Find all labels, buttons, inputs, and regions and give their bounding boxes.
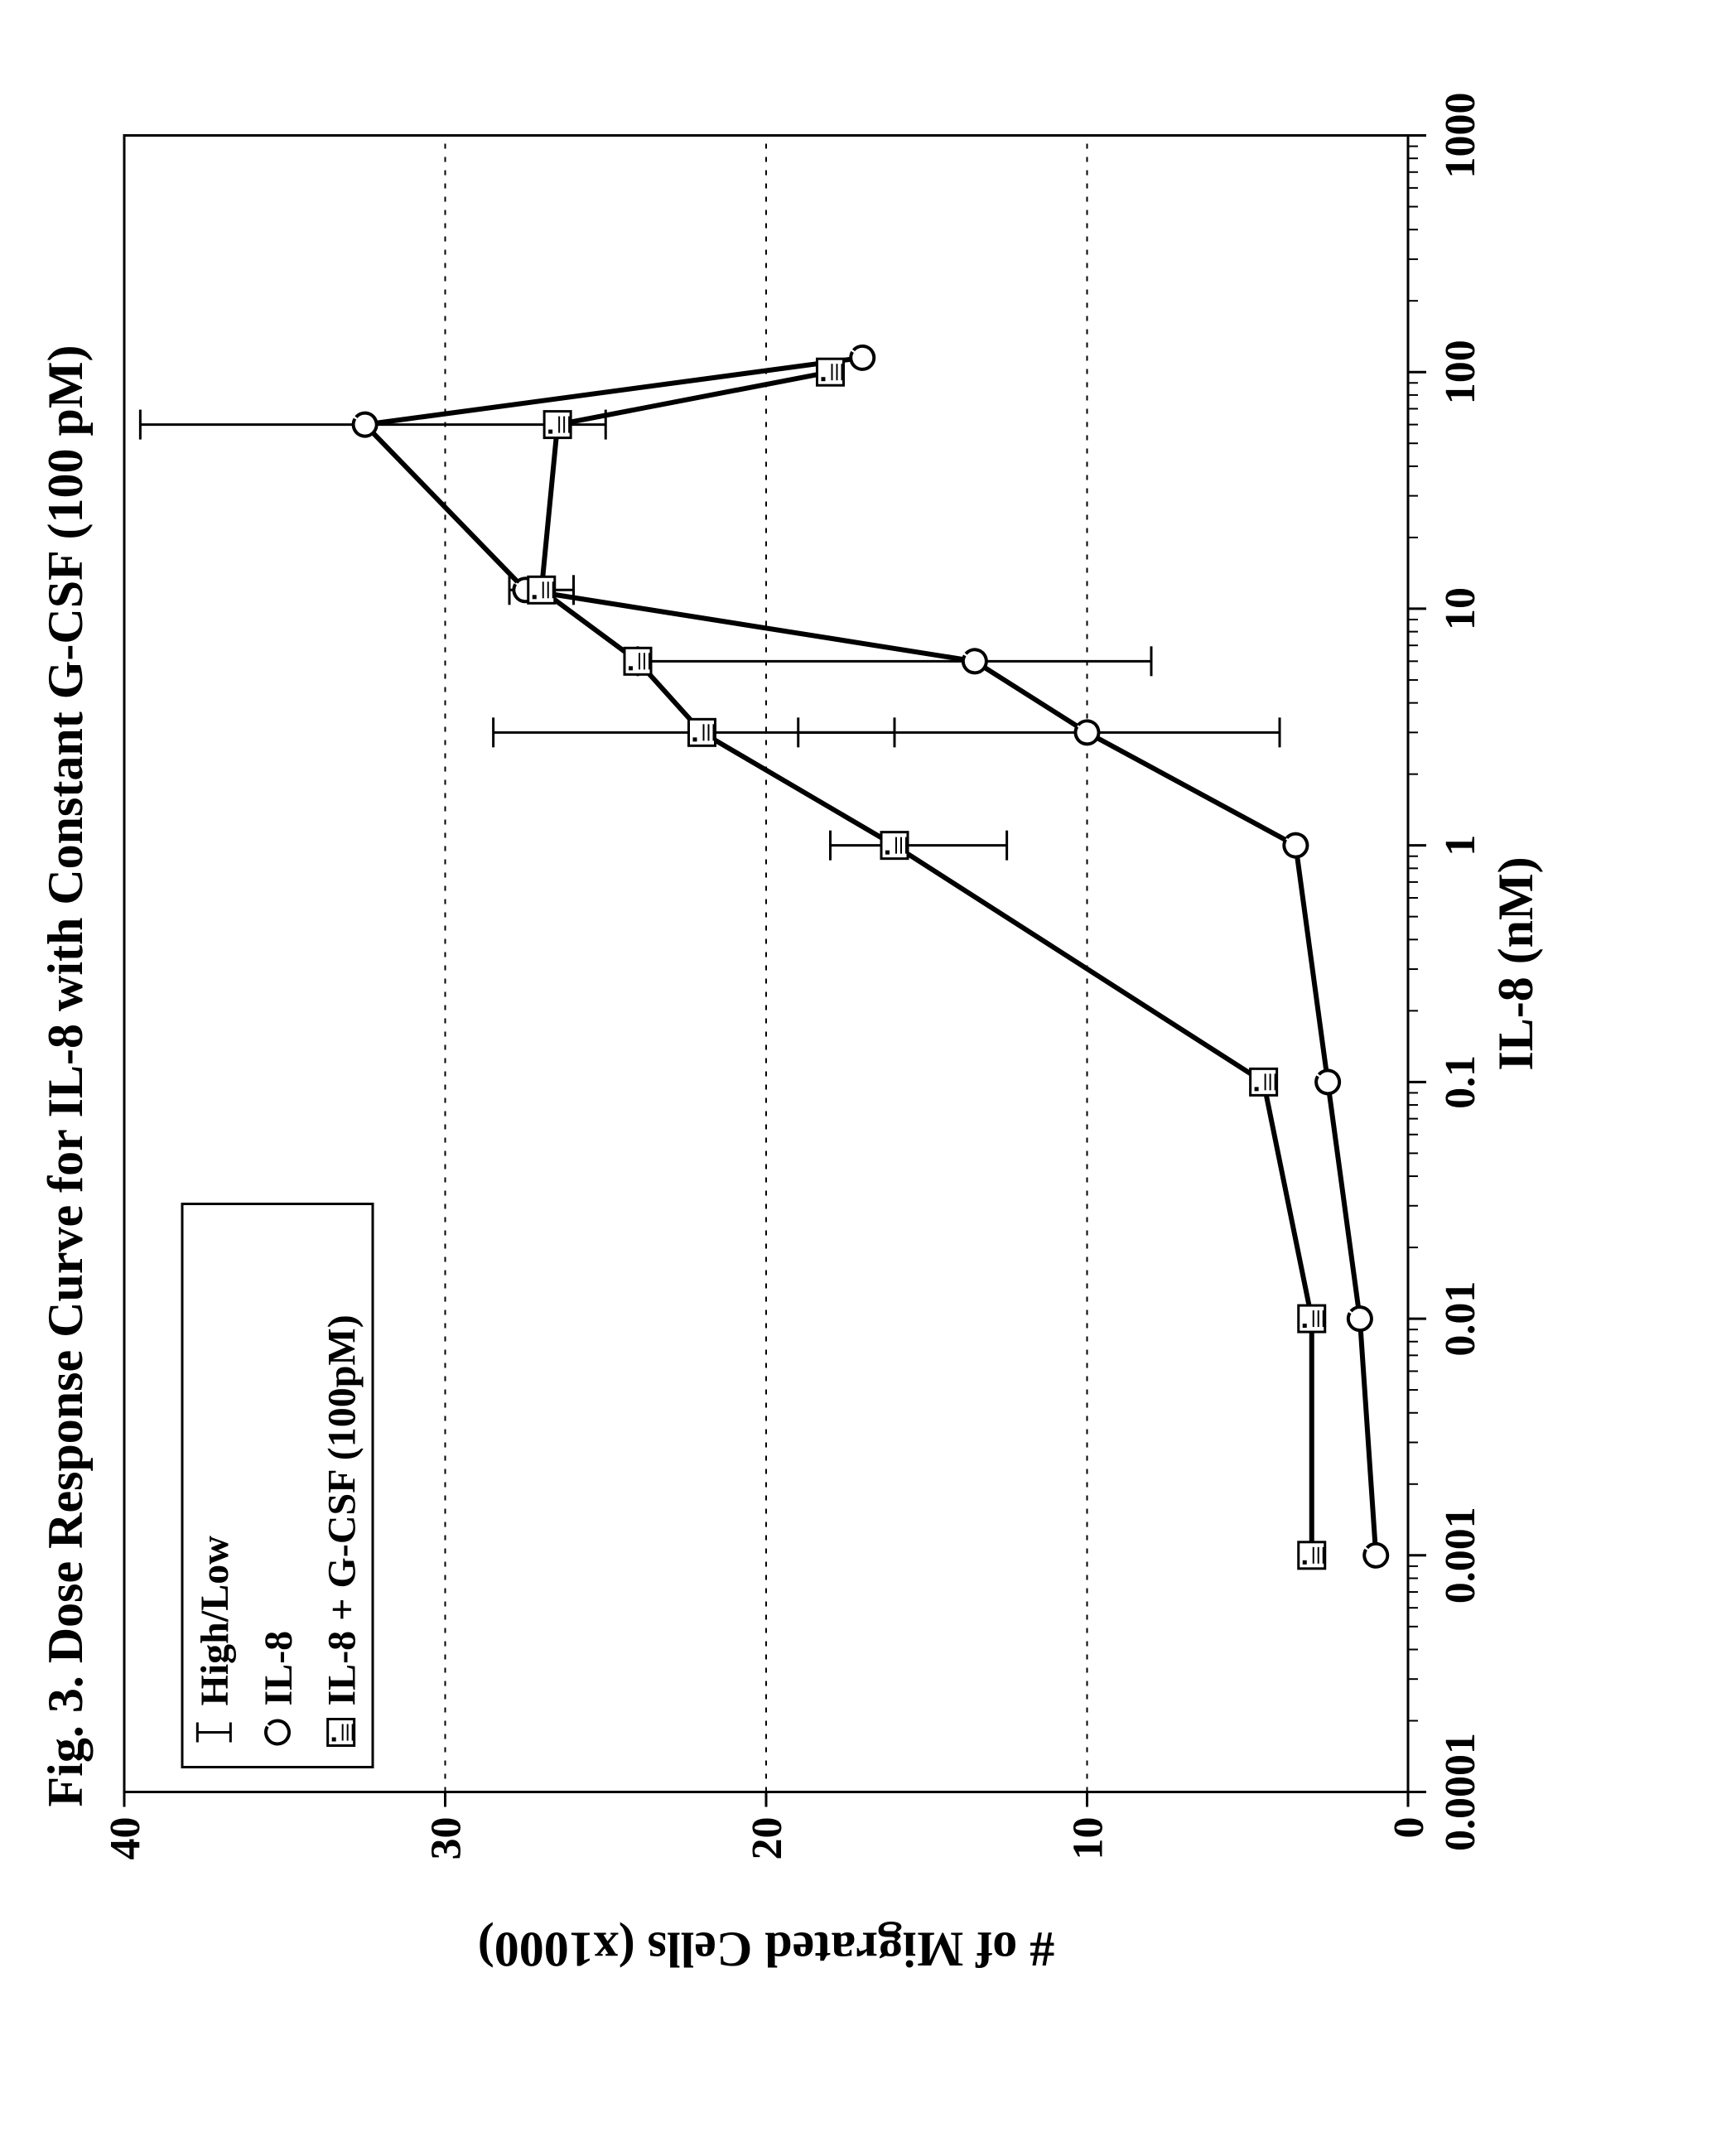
svg-text:0: 0 bbox=[1386, 1816, 1433, 1838]
svg-text:10: 10 bbox=[1065, 1816, 1112, 1859]
svg-text:# of Migrated Cells (x1000): # of Migrated Cells (x1000) bbox=[478, 1922, 1055, 1976]
svg-text:IL-8: IL-8 bbox=[257, 1630, 301, 1705]
svg-text:0.01: 0.01 bbox=[1437, 1281, 1484, 1356]
svg-text:0.0001: 0.0001 bbox=[1437, 1733, 1484, 1851]
svg-text:20: 20 bbox=[744, 1816, 791, 1859]
svg-text:1: 1 bbox=[1437, 834, 1484, 856]
svg-text:30: 30 bbox=[423, 1816, 470, 1859]
svg-text:IL-8 + G-CSF (100pM): IL-8 + G-CSF (100pM) bbox=[320, 1314, 364, 1705]
svg-text:10: 10 bbox=[1437, 586, 1484, 629]
svg-text:0.001: 0.001 bbox=[1437, 1507, 1484, 1604]
svg-text:40: 40 bbox=[102, 1816, 149, 1859]
svg-text:IL-8 (nM): IL-8 (nM) bbox=[1488, 856, 1543, 1070]
svg-text:100: 100 bbox=[1437, 340, 1484, 404]
rotated-chart-wrapper: Fig. 3. Dose Response Curve for IL-8 wit… bbox=[0, 0, 1736, 2156]
page-root: Fig. 3. Dose Response Curve for IL-8 wit… bbox=[0, 0, 1736, 2156]
chart-svg: 0 10 20 30 40 0.0001 0.001 0.01 0.1 1 10 100 1000 IL-… bbox=[0, 0, 1736, 2156]
svg-text:1000: 1000 bbox=[1437, 92, 1484, 178]
chart-title: Fig. 3. Dose Response Curve for IL-8 wit… bbox=[37, 345, 94, 1806]
svg-text:High/Low: High/Low bbox=[193, 1535, 237, 1705]
svg-text:0.1: 0.1 bbox=[1437, 1054, 1484, 1108]
